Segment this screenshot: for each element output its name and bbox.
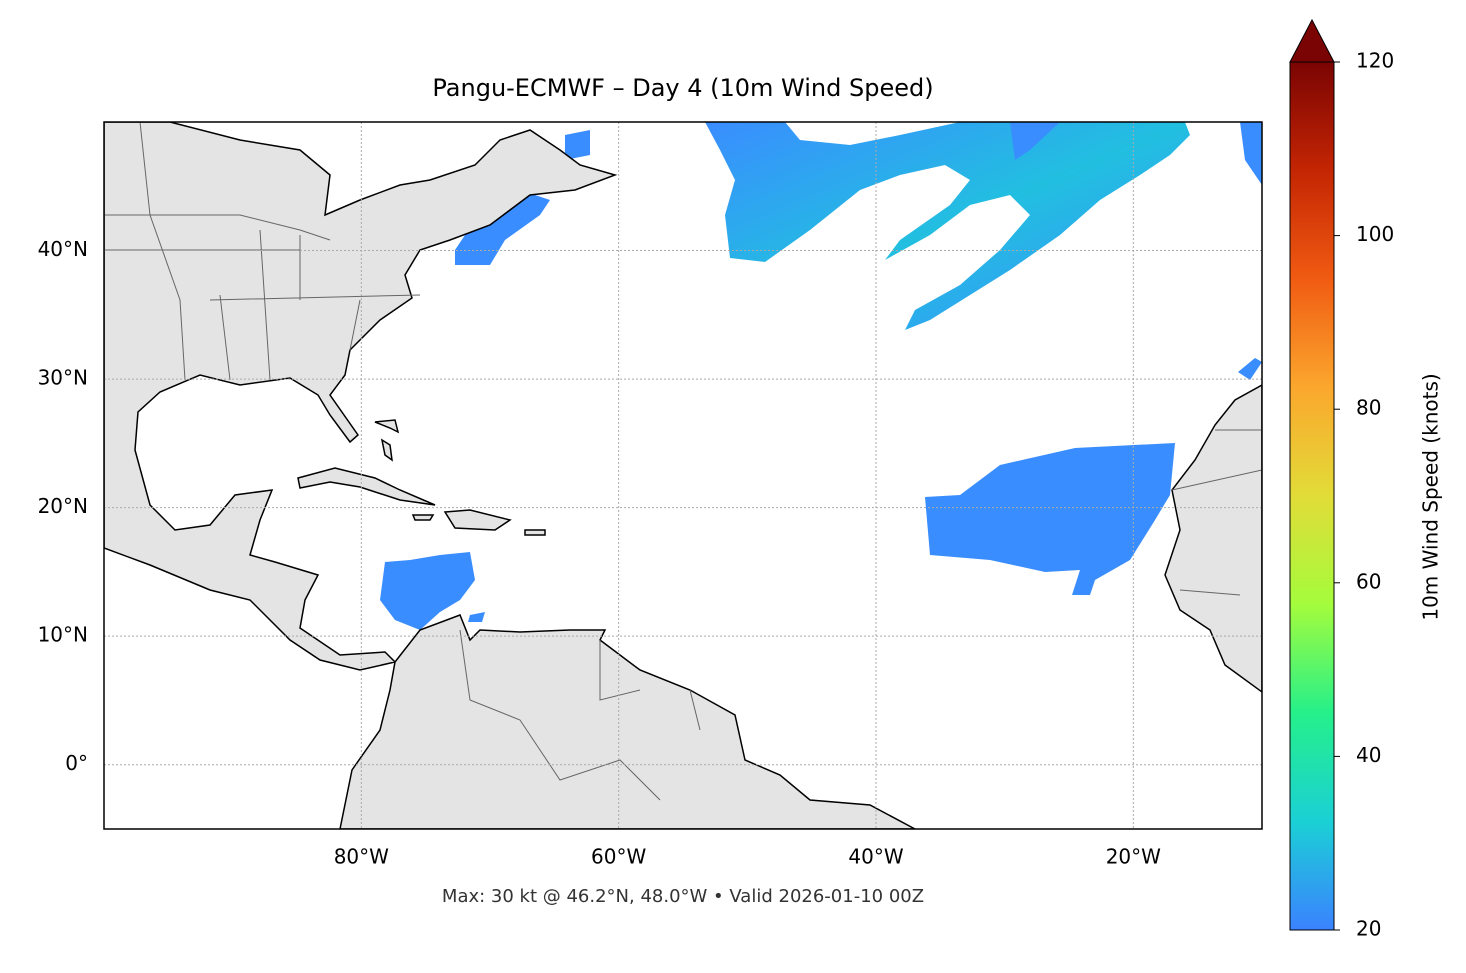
x-tick-label: 40°W: [848, 845, 903, 869]
colorbar-tick-label: 80: [1356, 396, 1381, 420]
map: [104, 122, 1262, 829]
hispaniola: [443, 509, 512, 531]
puerto-rico: [524, 529, 546, 536]
y-tick-label: 20°N: [38, 494, 88, 518]
grid: [104, 122, 1262, 829]
y-tick-label: 40°N: [38, 237, 88, 261]
colorbar-tick-label: 100: [1356, 222, 1394, 246]
colorbar-tick-label: 20: [1356, 917, 1381, 941]
colorbar-frame: [1289, 61, 1335, 931]
bahamas: [374, 419, 400, 462]
borders: [104, 122, 1262, 801]
x-tick-label: 80°W: [334, 845, 389, 869]
cuba: [297, 467, 436, 506]
colorbar-gradient: [1290, 62, 1334, 930]
y-tick-label: 10°N: [38, 623, 88, 647]
footer: Max: 30 kt @ 46.2°N, 48.0°W • Valid 2026…: [442, 886, 924, 907]
jamaica: [411, 514, 435, 521]
map-frame: [103, 121, 1263, 830]
wind-areas: [380, 122, 1262, 630]
colorbar-label: 10m Wind Speed (knots): [1419, 373, 1443, 620]
chart-title: Pangu-ECMWF – Day 4 (10m Wind Speed): [432, 74, 933, 102]
x-tick-label: 60°W: [591, 845, 646, 869]
y-tick-label: 0°: [65, 751, 88, 775]
north-america: [104, 122, 618, 671]
colorbar-tick-label: 120: [1356, 49, 1394, 73]
colorbar-extend: [1289, 18, 1335, 63]
south-america: [339, 614, 916, 829]
y-tick-label: 30°N: [38, 366, 88, 390]
africa: [1164, 384, 1262, 693]
x-tick-label: 20°W: [1106, 845, 1161, 869]
colorbar: 20 40 60 80 100 120: [1289, 18, 1394, 941]
colorbar-tick-label: 40: [1356, 743, 1381, 767]
colorbar-tick-label: 60: [1356, 569, 1381, 593]
